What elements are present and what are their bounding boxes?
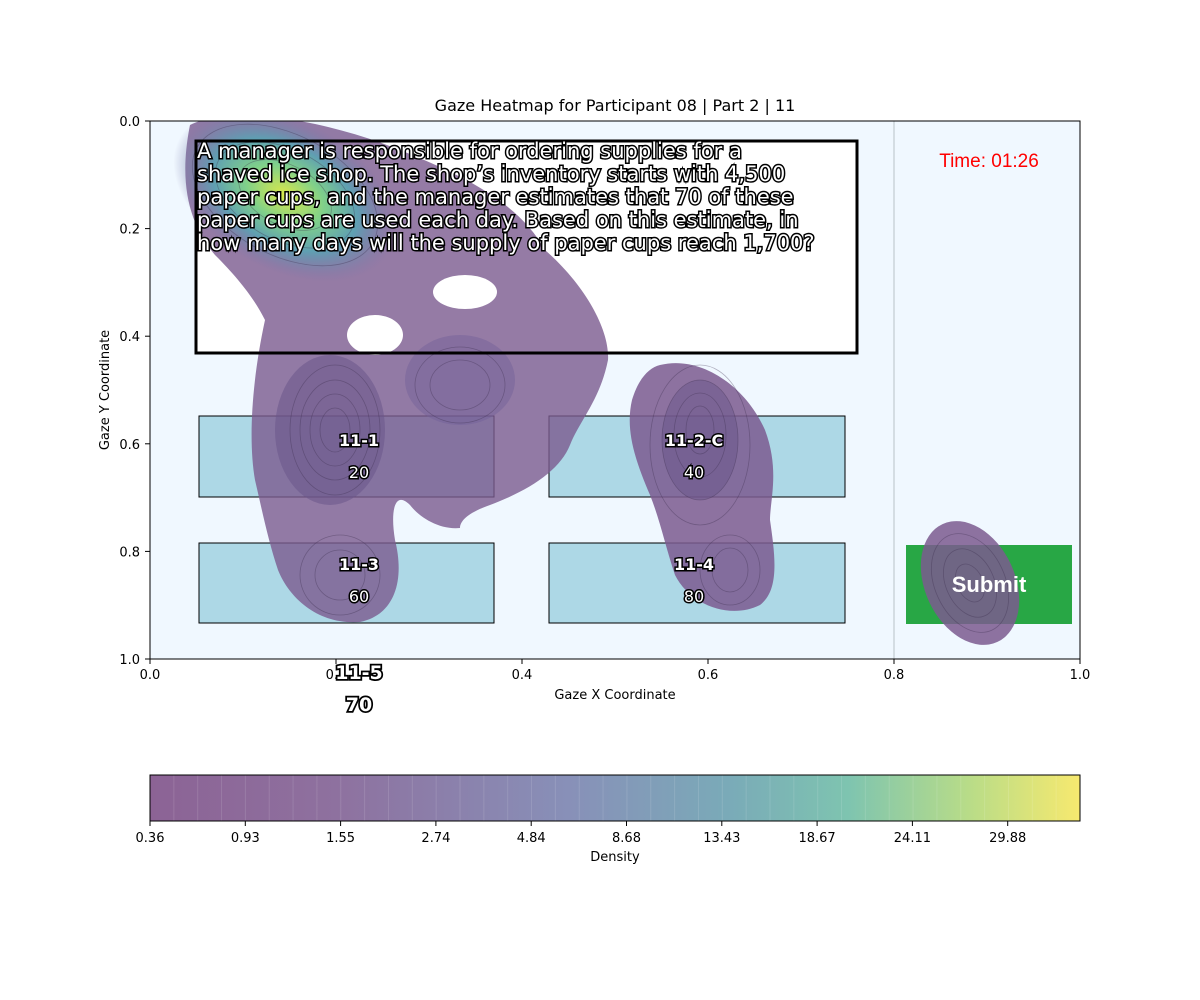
colorbar-tick-label: 24.11 [894,831,931,846]
option-label-11-5: 11-5 [335,662,383,684]
y-tick-label: 0.4 [119,330,140,345]
colorbar-tick-label: 2.74 [421,831,450,846]
option-value-11-4: 80 [684,587,704,606]
x-tick-label: 0.8 [884,668,905,683]
colorbar-bands [173,775,1057,821]
question-line-4: paper cups are used each day. Based on t… [197,208,799,232]
colorbar [150,775,1080,821]
option-value-11-5: 70 [346,694,372,716]
colorbar-label: Density [590,850,640,865]
colorbar-tick-label: 1.55 [326,831,355,846]
option-value-11-3: 60 [349,587,369,606]
density-hole-1 [433,275,497,309]
x-tick-label: 0.6 [698,668,719,683]
x-tick-label: 1.0 [1070,668,1091,683]
x-axis-ticks: 0.0 0.2 0.4 0.6 0.8 1.0 [140,659,1091,683]
y-tick-label: 0.0 [119,115,140,130]
y-tick-label: 0.6 [119,438,140,453]
option-label-11-3: 11-3 [339,555,379,574]
x-tick-label: 0.4 [512,668,533,683]
question-line-2: shaved ice shop. The shop’s inventory st… [197,162,785,186]
x-tick-label: 0.2 [326,668,347,683]
option-label-11-2-C: 11-2-C [665,431,723,450]
colorbar-tick-label: 18.67 [798,831,835,846]
y-axis-label: Gaze Y Coordinate [98,330,113,450]
density-hotspot [173,121,397,282]
question-box [194,139,859,355]
y-tick-label: 1.0 [119,653,140,668]
y-tick-label: 0.8 [119,545,140,560]
density-hole-2 [347,315,403,355]
x-tick-label: 0.0 [140,668,161,683]
density-region-right-core [662,380,738,500]
colorbar-tick-label: 8.68 [612,831,641,846]
submit-label[interactable]: Submit [952,572,1027,597]
density-region-left-option [275,355,385,505]
plot-frame [149,120,1081,660]
colorbar-frame [149,774,1081,822]
question-line-1: A manager is responsible for ordering su… [197,139,742,163]
density-region-center [405,335,515,425]
colorbar-tick-label: 29.88 [989,831,1026,846]
chart-title: Gaze Heatmap for Participant 08 | Part 2… [435,96,796,115]
colorbar-ticks: 0.36 0.93 1.55 2.74 4.84 8.68 13.43 18.67 24.11 2… [136,821,1026,846]
colorbar-tick-label: 13.43 [703,831,740,846]
option-label-11-1: 11-1 [339,431,379,450]
option-value-11-1: 20 [349,463,369,482]
question-line-3: paper cups, and the manager estimates th… [197,185,794,209]
timer-text: Time: 01:26 [939,151,1039,172]
colorbar-tick-label: 0.93 [231,831,260,846]
colorbar-tick-label: 4.84 [517,831,546,846]
density-contours [191,123,1009,633]
question-line-5: how many days will the supply of paper c… [197,231,815,255]
density-region-submit [920,521,1020,645]
x-axis-label: Gaze X Coordinate [554,688,675,703]
y-axis-ticks: 0.0 0.2 0.4 0.6 0.8 1.0 [119,115,150,668]
option-value-11-2-C: 40 [684,463,704,482]
density-overlay [173,121,1020,645]
y-tick-label: 0.2 [119,223,140,238]
colorbar-tick-label: 0.36 [136,831,165,846]
option-label-11-4: 11-4 [674,555,714,574]
